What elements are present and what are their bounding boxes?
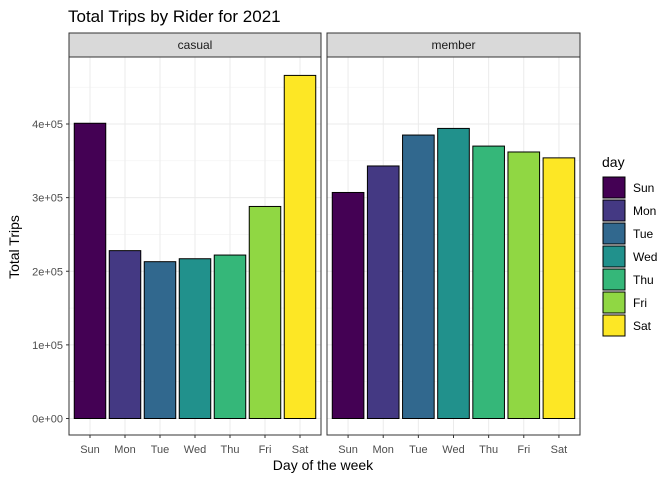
legend-title: day	[602, 154, 625, 170]
bar-casual-wed	[178, 258, 212, 420]
facet-strip	[326, 32, 581, 58]
bar-casual-fri	[248, 205, 282, 419]
bar-member-fri	[507, 151, 541, 419]
legend-item-wed: Wed	[602, 245, 657, 268]
legend-swatch	[602, 314, 626, 337]
bar-casual-thu	[213, 254, 247, 419]
y-tick-label: 4e+05	[32, 119, 63, 131]
x-tick-label: Sun	[338, 444, 358, 456]
legend-label: Tue	[633, 227, 654, 241]
legend-item-thu: Thu	[602, 268, 654, 291]
bar-casual-sun	[73, 122, 107, 419]
legend-item-fri: Fri	[602, 291, 647, 314]
x-axis-title: Day of the week	[273, 457, 374, 473]
x-tick-label: Thu	[221, 444, 240, 456]
x-tick-label: Wed	[442, 444, 464, 456]
y-tick-label: 0e+00	[32, 414, 63, 426]
x-tick-label: Wed	[184, 444, 206, 456]
bar-member-sat	[542, 157, 576, 419]
bar-member-wed	[437, 127, 470, 419]
facet-strip	[68, 32, 322, 58]
chart-title: Total Trips by Rider for 2021	[68, 7, 281, 26]
x-tick-label: Tue	[409, 444, 428, 456]
legend-label: Mon	[633, 204, 656, 218]
legend-swatch	[602, 222, 626, 245]
bar-member-mon	[366, 165, 400, 419]
legend-label: Thu	[633, 273, 654, 287]
legend-label: Wed	[633, 250, 657, 264]
legend-item-tue: Tue	[602, 222, 654, 245]
bar-casual-tue	[143, 261, 177, 419]
legend-swatch	[602, 245, 626, 268]
legend-item-sat: Sat	[602, 314, 652, 337]
bar-member-tue	[402, 134, 435, 419]
facet-label: member	[431, 38, 475, 52]
bar-casual-sat	[283, 74, 317, 419]
legend-swatch	[602, 268, 626, 291]
panel-casual: casual Sun Mon Tue Wed Thu Fri Sat	[68, 32, 322, 456]
x-tick-label: Mon	[114, 444, 135, 456]
y-tick-label: 3e+05	[32, 193, 63, 205]
legend-swatch	[602, 199, 626, 222]
bar-member-sun	[331, 191, 365, 419]
legend: day Sun Mon Tue Wed Thu Fri Sat	[602, 154, 657, 337]
legend-swatch	[602, 291, 626, 314]
legend-label: Sun	[633, 181, 654, 195]
legend-label: Fri	[633, 296, 647, 310]
facet-label: casual	[178, 38, 213, 52]
legend-item-mon: Mon	[602, 199, 656, 222]
x-tick-label: Thu	[479, 444, 498, 456]
y-tick-label: 1e+05	[32, 340, 63, 352]
y-tick-label: 2e+05	[32, 266, 63, 278]
legend-item-sun: Sun	[602, 176, 654, 199]
x-tick-label: Fri	[517, 444, 530, 456]
x-tick-label: Tue	[151, 444, 170, 456]
bar-member-thu	[472, 145, 505, 419]
x-tick-label: Sat	[292, 444, 309, 456]
legend-label: Sat	[633, 319, 652, 333]
x-tick-label: Sun	[80, 444, 100, 456]
x-tick-label: Mon	[373, 444, 394, 456]
bar-casual-mon	[108, 250, 142, 419]
x-tick-label: Sat	[551, 444, 568, 456]
y-axis-title: Total Trips	[6, 215, 22, 279]
legend-swatch	[602, 176, 626, 199]
x-tick-label: Fri	[259, 444, 272, 456]
panel-member: member Sun Mon Tue Wed Thu Fri Sat	[326, 32, 581, 456]
